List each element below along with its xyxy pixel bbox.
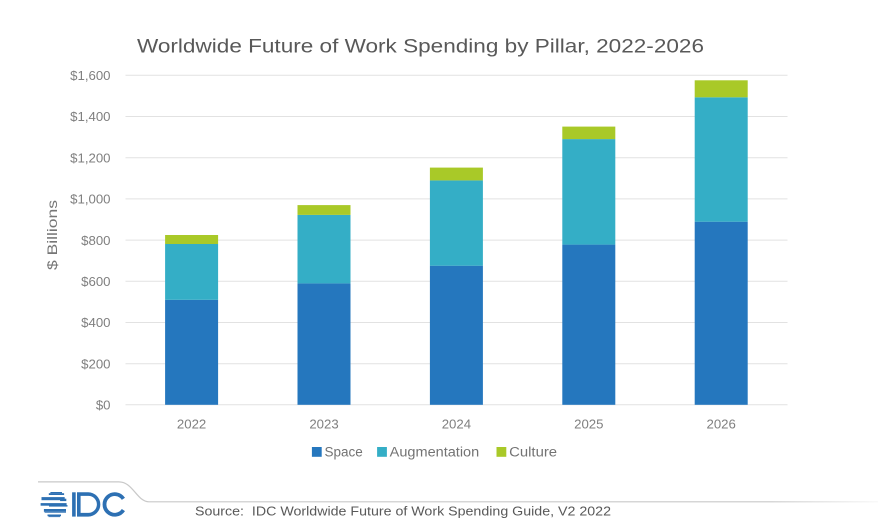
- svg-text:$1,200: $1,200: [70, 150, 110, 165]
- svg-text:2026: 2026: [707, 417, 736, 432]
- svg-text:Worldwide Future of Work Spend: Worldwide Future of Work Spending by Pil…: [137, 36, 704, 58]
- svg-text:2022: 2022: [177, 417, 206, 432]
- svg-text:2025: 2025: [574, 417, 603, 432]
- svg-text:$200: $200: [81, 356, 110, 371]
- svg-text:Augmentation: Augmentation: [390, 444, 480, 459]
- svg-text:$400: $400: [81, 315, 110, 330]
- svg-text:$800: $800: [81, 233, 110, 248]
- svg-text:Source: IDC Worldwide Future: Source: IDC Worldwide Future of Work Spe…: [195, 504, 611, 519]
- svg-text:$1,400: $1,400: [70, 109, 110, 124]
- svg-text:Culture: Culture: [509, 444, 557, 459]
- svg-text:2023: 2023: [309, 417, 338, 432]
- svg-text:2024: 2024: [442, 417, 471, 432]
- svg-text:Space: Space: [325, 444, 363, 459]
- svg-text:$1,000: $1,000: [70, 192, 110, 207]
- svg-text:$1,600: $1,600: [70, 68, 110, 83]
- svg-text:$0: $0: [96, 398, 111, 413]
- svg-text:$ Billions: $ Billions: [44, 200, 60, 270]
- svg-text:$600: $600: [81, 274, 110, 289]
